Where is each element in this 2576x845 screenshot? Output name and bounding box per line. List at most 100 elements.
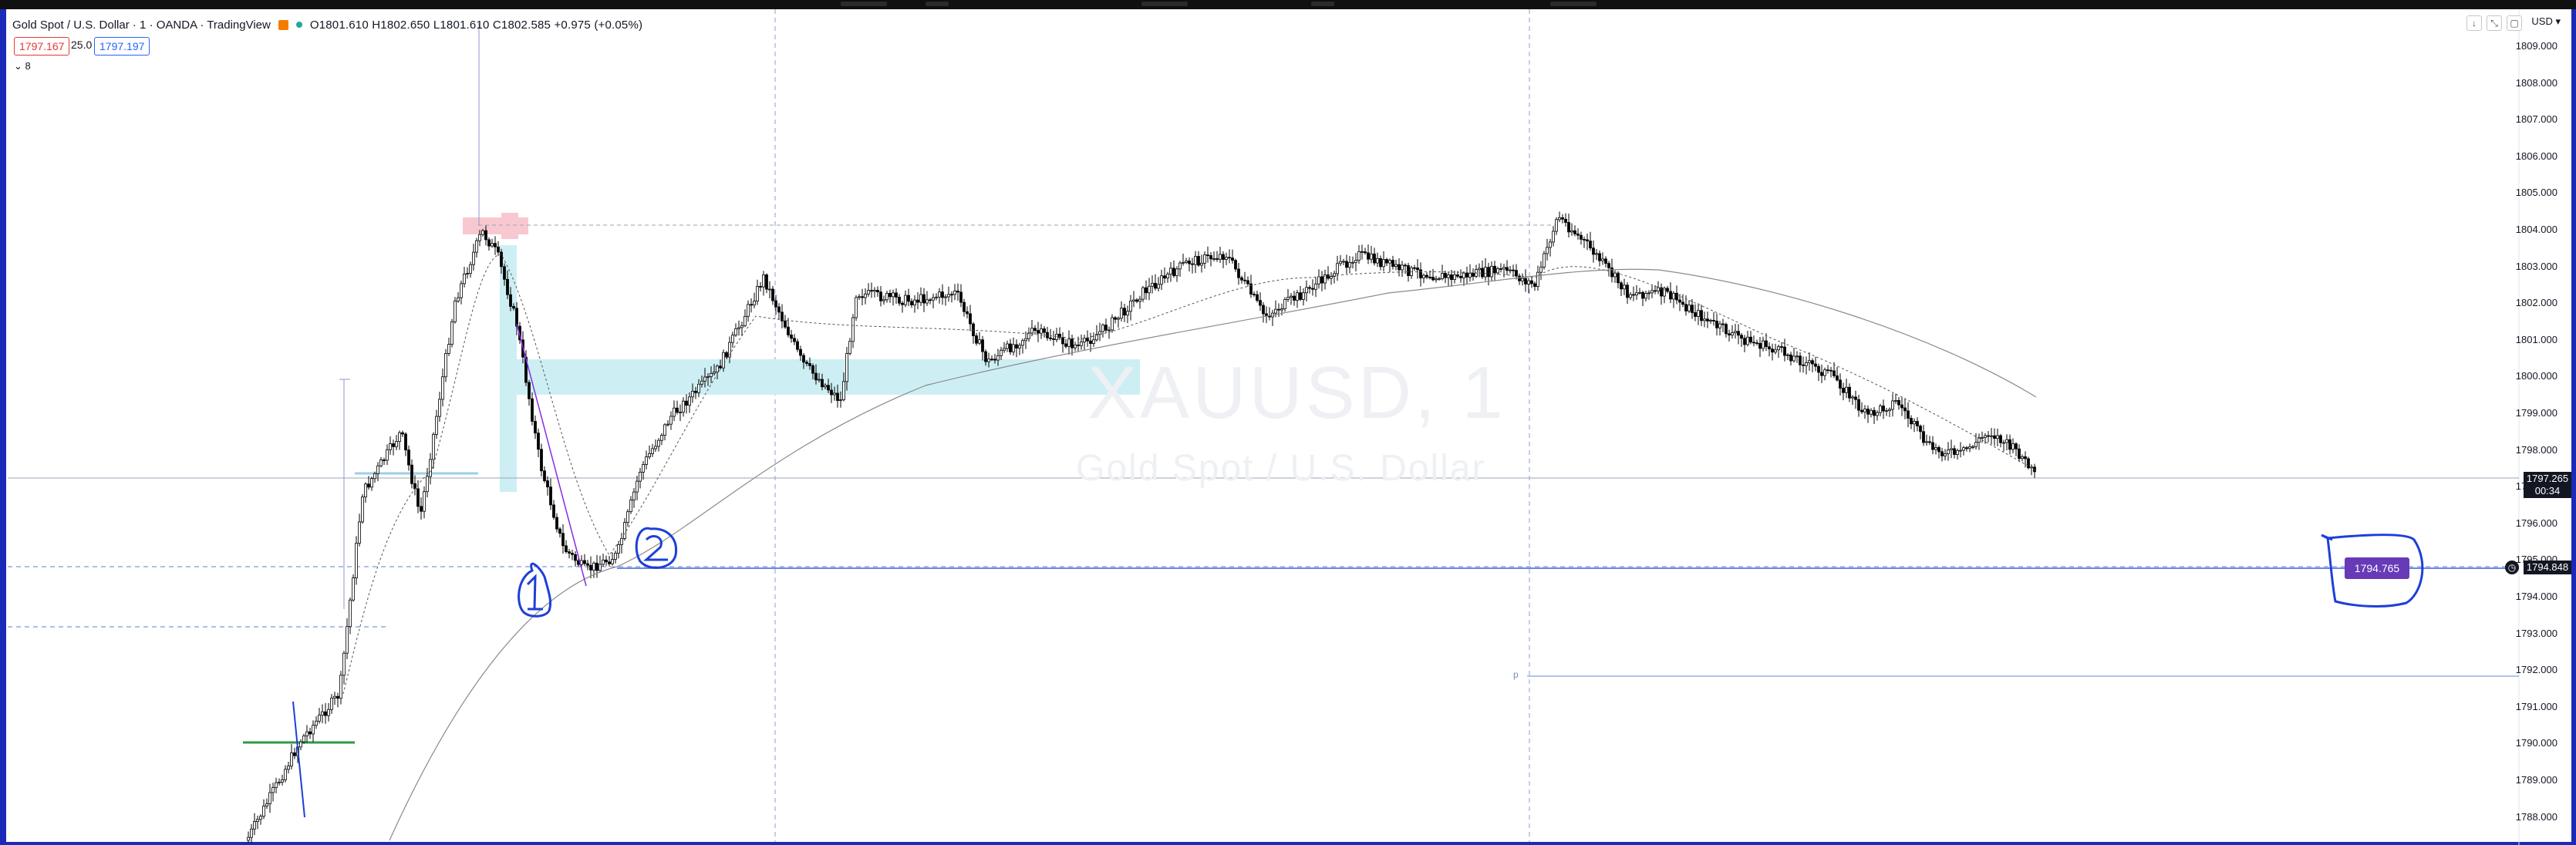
arrow-down-icon[interactable]: ↓	[2466, 15, 2482, 31]
candle-body	[1688, 305, 1691, 311]
candle-body	[1222, 254, 1225, 260]
toolbar-button[interactable]	[841, 2, 887, 6]
candle-body	[287, 766, 290, 770]
candle-body	[543, 470, 546, 481]
market-status-icon	[295, 22, 302, 28]
price-label-box[interactable]: 1794.765	[2345, 557, 2409, 579]
candle-body	[1151, 282, 1154, 287]
candle-body	[799, 348, 802, 356]
candle-body	[1382, 259, 1385, 268]
currency-selector[interactable]: USD ▾	[2531, 15, 2561, 28]
candle-body	[2005, 439, 2008, 443]
chart-grid	[774, 9, 2520, 845]
candle-body	[376, 465, 379, 474]
candle-body	[1836, 375, 1839, 381]
candle-body	[2024, 456, 2027, 460]
candle-body	[352, 577, 355, 601]
candle-body	[1799, 355, 1802, 365]
candle-body	[1959, 449, 1962, 452]
sell-price-button[interactable]: 1797.167	[14, 37, 70, 56]
candle-body	[1058, 333, 1061, 338]
candle-body	[700, 380, 703, 385]
candle-body	[256, 819, 259, 822]
candle-body	[586, 563, 589, 566]
toolbar-button[interactable]	[1550, 2, 1597, 6]
candle-body	[645, 456, 648, 465]
flag-icon[interactable]	[278, 19, 288, 30]
toolbar-button[interactable]	[1311, 2, 1334, 6]
chevron-down-icon: ⌄	[14, 60, 22, 72]
candle-body	[895, 292, 898, 298]
candle-body	[339, 675, 342, 699]
candle-body	[990, 359, 993, 361]
candle-body	[1348, 262, 1351, 268]
candle-body	[595, 562, 598, 571]
candle-body	[1114, 317, 1117, 320]
candle-body	[864, 293, 867, 298]
candle-body	[663, 424, 666, 436]
candle-body	[975, 335, 978, 344]
candle-body	[1293, 295, 1296, 301]
candle-body	[457, 297, 460, 301]
candle-body	[1154, 282, 1157, 289]
candle-body	[947, 294, 950, 298]
candle-body	[2027, 458, 2030, 469]
candle-body	[1752, 342, 1755, 344]
candle-body	[1367, 252, 1370, 260]
candle-body	[1783, 346, 1786, 356]
candle-body	[515, 308, 518, 327]
indicators-collapse-toggle[interactable]: ⌄ 8	[14, 60, 31, 72]
candle-body	[1376, 258, 1379, 264]
candle-body	[1561, 217, 1564, 220]
price-axis-tick: 1796.000	[2515, 517, 2557, 529]
candle-body	[281, 779, 284, 783]
candle-body	[669, 416, 673, 425]
maximize-icon[interactable]: ▢	[2507, 15, 2522, 31]
candle-body	[1795, 355, 1799, 358]
candle-body	[1814, 363, 1817, 367]
candle-body	[1842, 388, 1845, 393]
candle-body	[1709, 320, 1712, 322]
candle-body	[1937, 446, 1940, 453]
candle-body	[673, 407, 676, 417]
buy-price-button[interactable]: 1797.197	[94, 37, 150, 56]
candle-body	[1478, 268, 1481, 271]
candle-body	[1370, 253, 1373, 260]
candle-body	[1833, 370, 1836, 376]
candle-body	[1033, 328, 1037, 331]
collapse-icon[interactable]: ⤡	[2487, 15, 2502, 31]
candle-body	[275, 782, 278, 788]
candle-body	[1145, 287, 1148, 294]
candle-body	[1694, 312, 1697, 317]
symbol-title[interactable]: Gold Spot / U.S. Dollar · 1 · OANDA · Tr…	[12, 18, 271, 32]
candle-body	[790, 335, 793, 339]
candle-body	[685, 400, 688, 406]
candle-body	[725, 352, 728, 358]
candle-body	[922, 294, 926, 304]
candle-body	[651, 448, 654, 454]
label-box-ink	[2326, 534, 2424, 608]
candle-body	[1879, 406, 1882, 413]
toolbar-button[interactable]	[926, 2, 949, 6]
candle-body	[969, 313, 972, 325]
candle-body	[1897, 399, 1900, 406]
candle-body	[1015, 344, 1018, 348]
candle-body	[1064, 343, 1067, 347]
candle-body	[787, 326, 790, 335]
alert-clock-icon[interactable]: ◷	[2505, 561, 2519, 574]
candle-body	[802, 355, 805, 363]
candle-body	[1823, 369, 1826, 376]
candle-body	[759, 286, 762, 288]
candle-body	[657, 439, 660, 447]
candle-body	[1700, 310, 1703, 322]
candle-body	[608, 561, 611, 564]
candle-body	[1040, 328, 1043, 334]
candle-body	[827, 385, 830, 391]
candle-body	[1453, 274, 1456, 280]
candle-body	[892, 292, 895, 298]
toolbar-button[interactable]	[1141, 2, 1188, 6]
candle-body	[1246, 280, 1249, 284]
candle-body	[1481, 268, 1484, 278]
